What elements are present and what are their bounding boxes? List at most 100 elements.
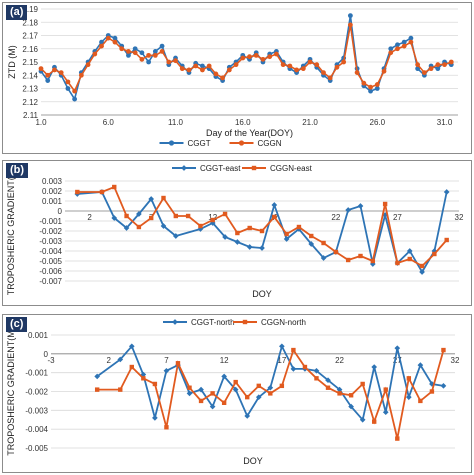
data-point xyxy=(185,213,191,219)
data-point xyxy=(280,62,286,68)
data-point xyxy=(300,66,306,72)
x-tick-label: 31.0 xyxy=(437,118,453,127)
data-point xyxy=(99,39,104,45)
data-point xyxy=(119,46,125,52)
data-point xyxy=(360,381,365,387)
data-point xyxy=(112,184,117,190)
data-point xyxy=(65,79,71,85)
legend-marker xyxy=(172,319,178,325)
data-point xyxy=(141,376,146,381)
data-point xyxy=(347,22,353,28)
data-point xyxy=(287,63,293,69)
legend-label: CGGN-north xyxy=(261,318,306,327)
y-tick-label: 2.14 xyxy=(22,71,38,80)
data-point xyxy=(200,67,205,73)
y-tick-label: 2.19 xyxy=(22,5,38,14)
data-point xyxy=(395,260,400,266)
data-point xyxy=(429,389,435,394)
x-axis-title: DOY xyxy=(243,456,263,466)
data-point xyxy=(259,245,265,251)
x-tick-label: 27 xyxy=(393,356,402,365)
data-point xyxy=(209,403,216,410)
data-point xyxy=(336,386,343,393)
data-point xyxy=(267,54,273,60)
data-point xyxy=(337,391,342,396)
y-tick-label: 2.12 xyxy=(22,98,38,107)
data-point xyxy=(45,72,51,78)
data-point xyxy=(198,398,204,404)
data-point xyxy=(210,217,215,223)
legend-label: CGGT-north xyxy=(191,318,235,327)
data-point xyxy=(428,66,434,72)
x-tick-label: 12 xyxy=(220,356,229,365)
data-point xyxy=(129,364,134,370)
y-tick-label: 0.001 xyxy=(28,331,49,340)
data-point xyxy=(152,52,158,58)
data-point xyxy=(321,70,326,75)
data-point xyxy=(283,236,290,242)
data-point xyxy=(296,224,302,230)
x-tick-label: 6.0 xyxy=(103,118,115,127)
y-tick-label: 2.13 xyxy=(22,85,38,94)
data-point xyxy=(186,390,193,397)
data-point xyxy=(246,244,253,250)
data-point xyxy=(139,56,145,62)
data-point xyxy=(419,269,425,275)
data-point xyxy=(406,394,412,400)
data-point xyxy=(368,88,373,94)
data-point xyxy=(308,241,315,247)
y-tick-label: 0 xyxy=(44,350,49,359)
y-tick-label: -0.002 xyxy=(25,388,48,397)
data-point xyxy=(435,66,441,72)
data-point xyxy=(152,49,158,54)
data-point xyxy=(361,80,367,86)
x-tick-label: 2 xyxy=(106,356,111,365)
data-point xyxy=(435,62,441,68)
data-point xyxy=(444,237,449,243)
data-point xyxy=(325,377,331,384)
data-point xyxy=(382,201,388,207)
data-point xyxy=(161,195,166,201)
data-point xyxy=(294,67,299,73)
data-point xyxy=(407,256,412,262)
data-point xyxy=(75,189,80,195)
legend-marker xyxy=(168,140,175,146)
y-axis-title: TROPOSHERIC GRADIENT(M) xyxy=(6,327,16,456)
data-point xyxy=(394,345,401,352)
legend-label: CGGT-east xyxy=(200,164,241,173)
data-point xyxy=(132,46,138,52)
x-tick-label: 1.0 xyxy=(35,118,47,127)
data-point xyxy=(139,50,145,56)
x-tick-label: 32 xyxy=(455,213,464,222)
data-point xyxy=(210,391,215,396)
data-point xyxy=(175,361,181,366)
x-axis-title: Day of the Year(DOY) xyxy=(206,128,293,138)
data-point xyxy=(358,253,363,259)
data-point xyxy=(421,70,427,75)
y-tick-label: 0.003 xyxy=(42,177,63,186)
data-point xyxy=(347,13,353,19)
chart-panel-b: (b) 0.003 0.002 0.001 0 -0.001 -0.002 -0.003 -0… xyxy=(2,160,472,306)
data-point xyxy=(406,248,413,254)
data-point xyxy=(159,43,165,49)
y-tick-label: -0.004 xyxy=(25,425,48,434)
data-point xyxy=(92,51,98,57)
data-point xyxy=(126,52,131,58)
data-point xyxy=(348,393,354,398)
data-point xyxy=(220,75,225,81)
data-point xyxy=(247,225,252,231)
data-point xyxy=(372,419,377,424)
data-point xyxy=(388,50,394,56)
x-tick-label: 21.0 xyxy=(302,118,318,127)
data-point xyxy=(52,67,57,73)
data-point xyxy=(146,59,152,65)
series-line-cggn-north xyxy=(97,348,445,439)
data-point xyxy=(341,59,347,65)
y-tick-label: -0.005 xyxy=(39,257,62,266)
legend-marker xyxy=(251,165,257,171)
data-point xyxy=(226,67,232,73)
y-tick-label: -0.003 xyxy=(39,237,62,246)
data-point xyxy=(186,67,192,73)
data-point xyxy=(432,251,437,257)
